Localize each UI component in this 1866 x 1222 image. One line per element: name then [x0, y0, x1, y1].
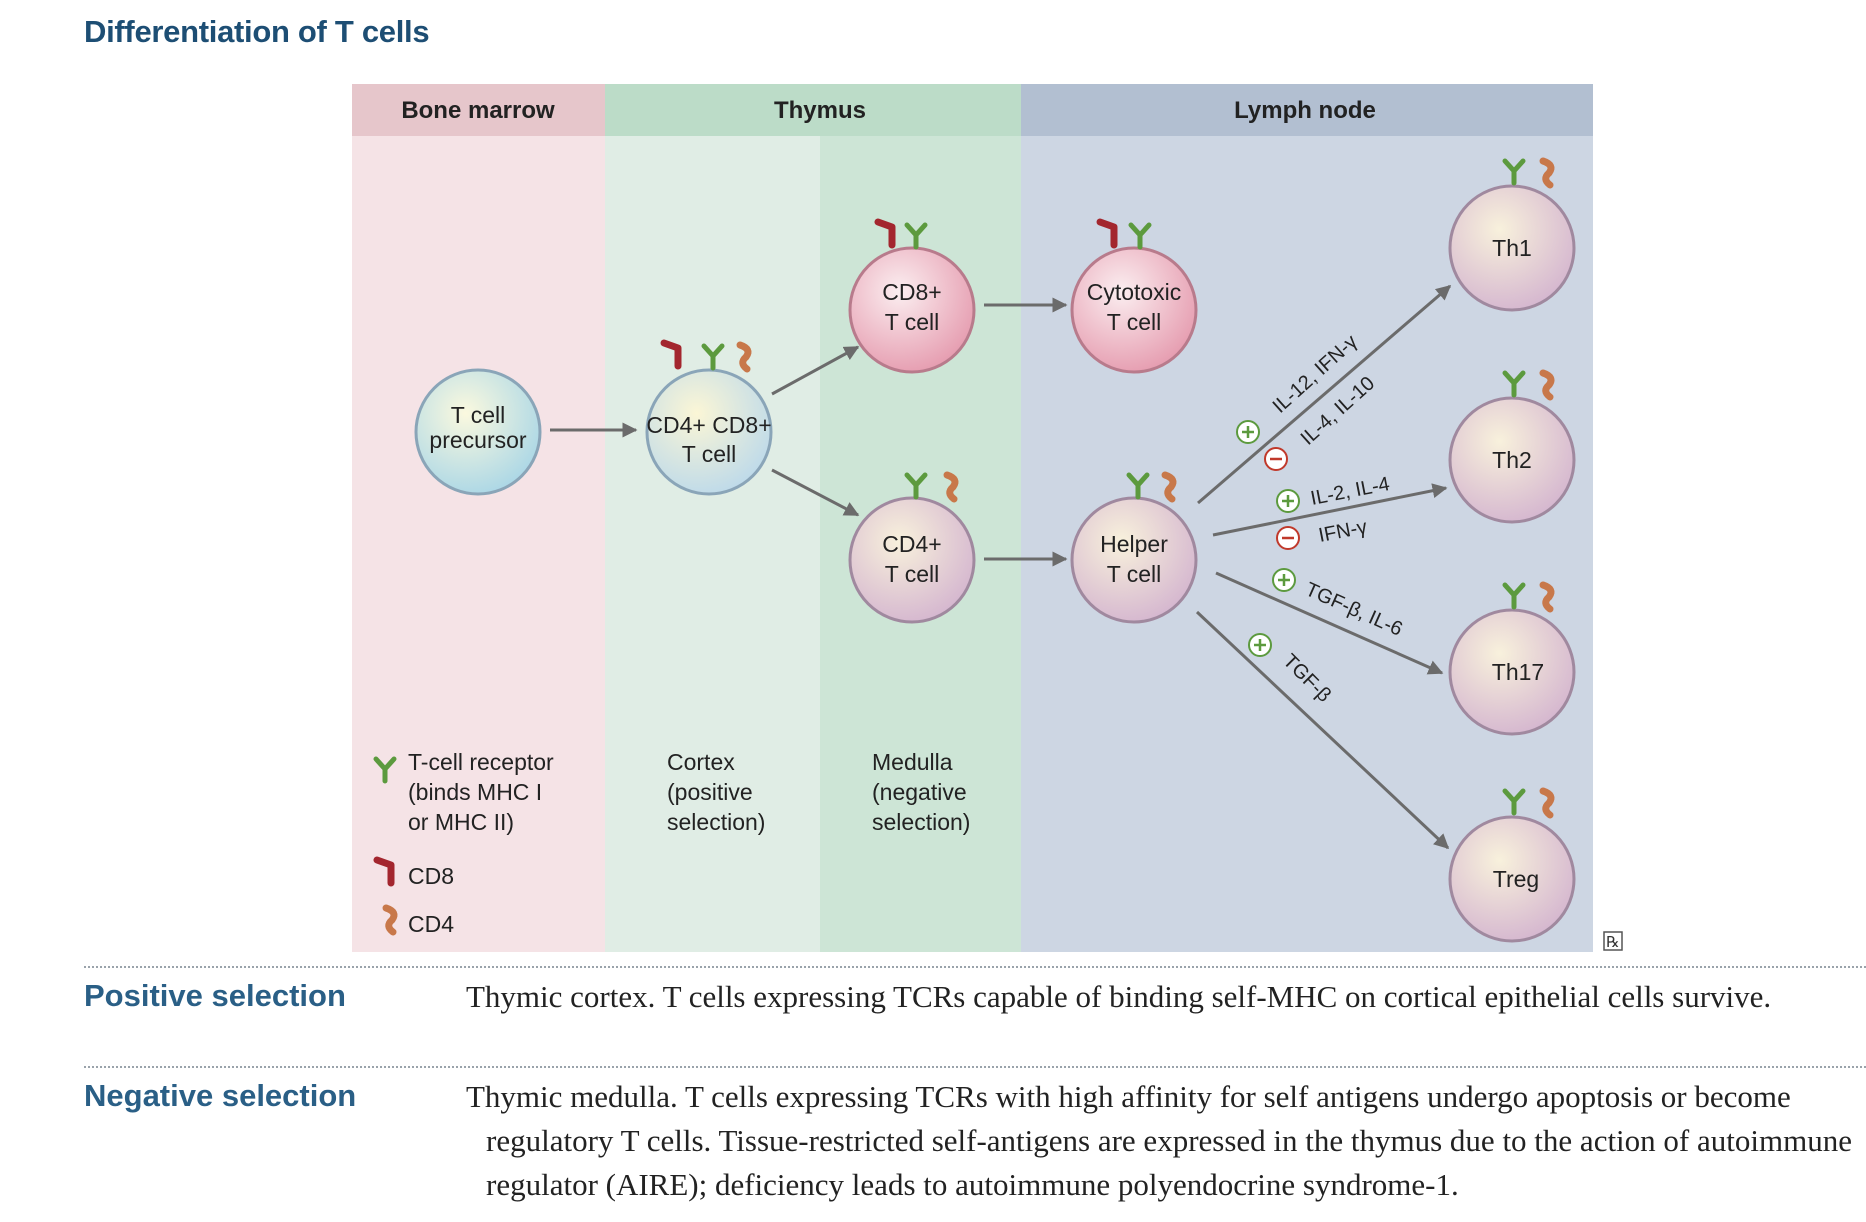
zone-thymus-label: Thymus	[774, 97, 866, 124]
promote-icon	[1235, 419, 1261, 445]
arrow-helper-to-treg	[1195, 610, 1450, 850]
precursor-label-2: precursor	[429, 427, 526, 453]
legend-tcr-line-1: T-cell receptor	[408, 749, 554, 775]
inhibit-icon	[1263, 446, 1289, 472]
positive-selection-text: Thymic cortex. T cells expressing TCRs c…	[466, 979, 1772, 1014]
negative-selection-text: Thymic medulla. T cells expressing TCRs …	[466, 1079, 1852, 1202]
precursor-cell	[414, 368, 542, 496]
legend-tcr-line-3: or MHC II)	[408, 809, 514, 835]
rx-badge	[1603, 931, 1623, 951]
th1-cell	[1448, 184, 1576, 312]
cortex-label-3: selection)	[667, 809, 765, 835]
divider	[84, 1066, 1866, 1068]
t-cell-diagram: Bone marrow Thymus Lymph node	[352, 84, 1623, 952]
helper-label-2: T cell	[1107, 561, 1162, 587]
cytotoxic-label-1: Cytotoxic	[1087, 279, 1182, 305]
arrow-dp-to-cd4	[771, 468, 860, 517]
bone-marrow-header	[352, 84, 605, 136]
cytotoxic-label-2: T cell	[1107, 309, 1162, 335]
cd8-label-1: CD8+	[882, 279, 941, 305]
cortex-zone	[605, 84, 820, 952]
zone-lymph-node-label: Lymph node	[1234, 97, 1376, 124]
bone-marrow-zone	[352, 84, 605, 952]
arrows	[550, 284, 1452, 850]
rx-icon: ℞	[1606, 933, 1619, 951]
th17-label: Th17	[1492, 659, 1544, 685]
cd8-label-2: T cell	[885, 309, 940, 335]
cd4-label-2: T cell	[885, 561, 940, 587]
negative-selection-label: Negative selection	[84, 1078, 357, 1113]
legend-cd8-label: CD8	[408, 863, 454, 889]
treg-label: Treg	[1493, 866, 1539, 892]
cortex-label-2: (positive	[667, 779, 753, 805]
page-title: Differentiation of T cells	[84, 14, 430, 49]
cd4-label-1: CD4+	[882, 531, 941, 557]
arrow-dp-to-cd8	[771, 345, 860, 396]
double-positive-cell	[645, 368, 773, 496]
positive-selection-label: Positive selection	[84, 978, 346, 1013]
cd8-cell	[848, 246, 976, 374]
promote-icon	[1275, 488, 1301, 514]
medulla-label-3: selection)	[872, 809, 970, 835]
thymus-header	[605, 84, 1021, 136]
arrow-helper-to-th1	[1197, 284, 1452, 505]
cortex-label-1: Cortex	[667, 749, 735, 775]
dp-label-1: CD4+ CD8+	[646, 412, 771, 438]
dp-label-2: T cell	[682, 441, 737, 467]
cytotoxic-cell	[1070, 246, 1198, 374]
th1-label: Th1	[1492, 235, 1532, 261]
promote-icon	[1271, 567, 1297, 593]
legend-tcr-line-2: (binds MHC I	[408, 779, 542, 805]
zone-bone-marrow-label: Bone marrow	[401, 97, 555, 124]
medulla-label-1: Medulla	[872, 749, 953, 775]
helper-cell	[1070, 496, 1198, 624]
lymph-node-header	[1021, 84, 1593, 136]
promote-icon	[1247, 632, 1273, 658]
cd4-cell	[848, 496, 976, 624]
th2-cell	[1448, 396, 1576, 524]
precursor-label-1: T cell	[451, 402, 506, 428]
arrow-helper-to-th17	[1215, 571, 1444, 675]
divider	[84, 966, 1866, 968]
arrow-helper-to-th2	[1212, 483, 1448, 537]
legend-cd4-label: CD4	[408, 911, 454, 937]
th17-cell	[1448, 608, 1576, 736]
treg-cell	[1448, 815, 1576, 943]
medulla-label-2: (negative	[872, 779, 967, 805]
inhibit-icon	[1275, 525, 1301, 551]
th2-label: Th2	[1492, 447, 1532, 473]
helper-label-1: Helper	[1100, 531, 1168, 557]
